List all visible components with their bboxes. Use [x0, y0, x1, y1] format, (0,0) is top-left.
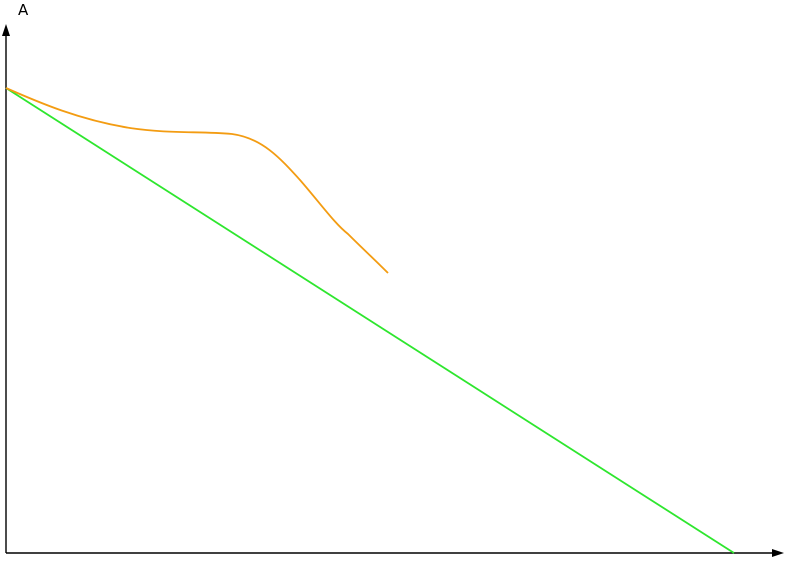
y-axis-label: A — [18, 1, 29, 19]
x-axis-arrowhead — [772, 549, 784, 557]
y-axis-arrowhead — [2, 24, 10, 36]
orange-curve — [5, 87, 389, 274]
green-line — [5, 87, 735, 554]
